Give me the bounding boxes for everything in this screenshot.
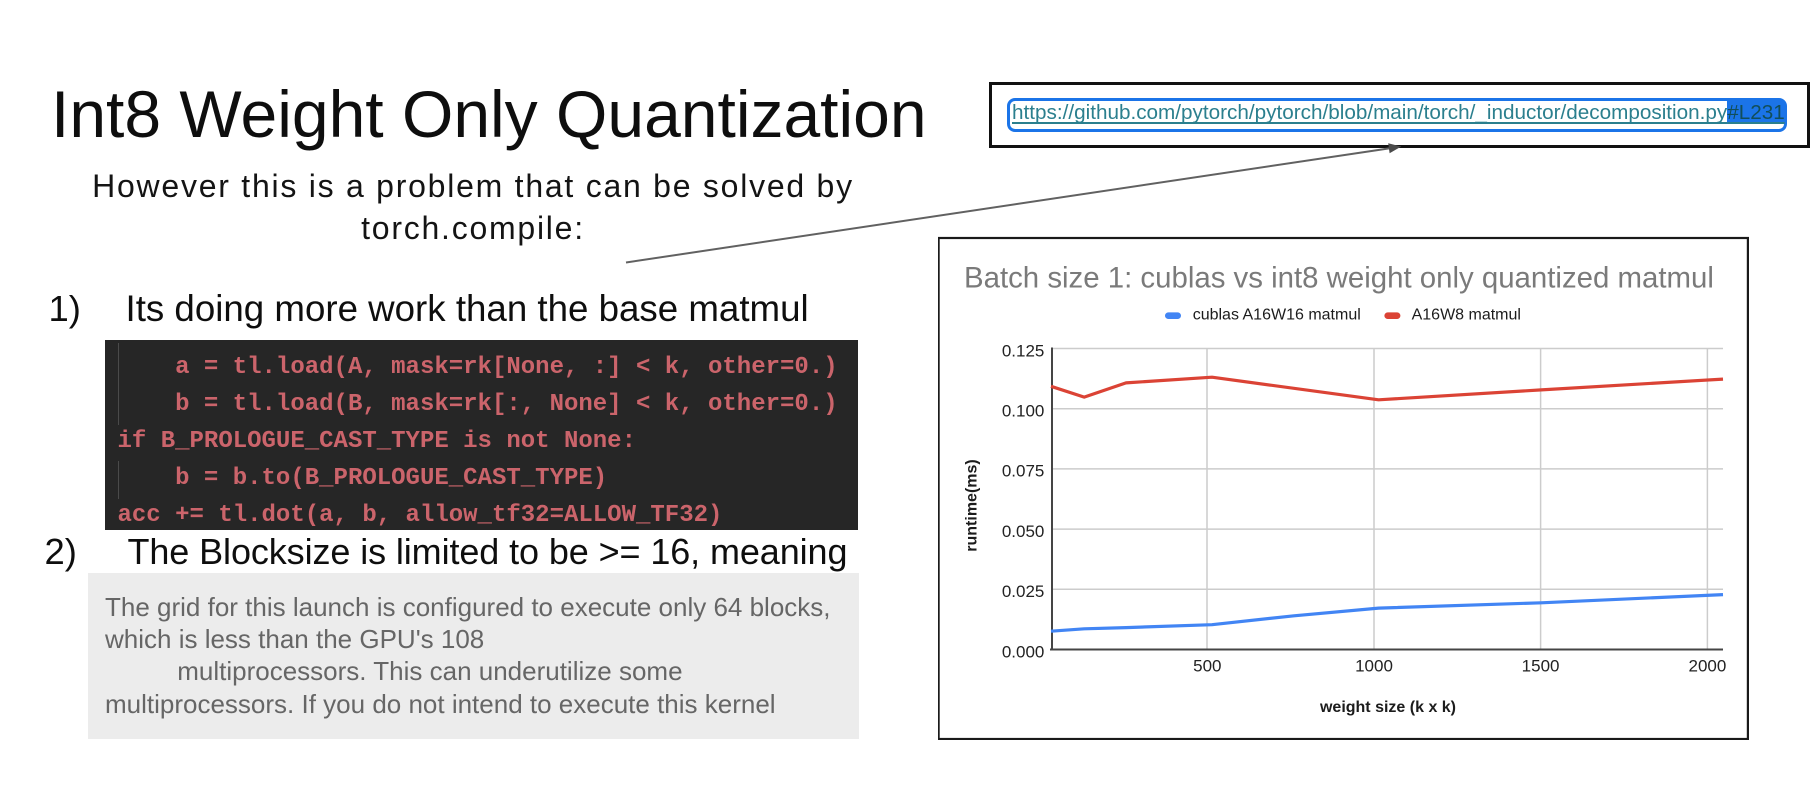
svg-text:0.125: 0.125 <box>1002 341 1045 360</box>
svg-text:0.025: 0.025 <box>1002 582 1045 601</box>
svg-text:1000: 1000 <box>1355 657 1393 676</box>
svg-text:0.075: 0.075 <box>1002 462 1045 481</box>
svg-text:cublas A16W16 matmul: cublas A16W16 matmul <box>1193 307 1361 324</box>
svg-text:1500: 1500 <box>1522 657 1560 676</box>
svg-text:0.050: 0.050 <box>1002 522 1045 541</box>
svg-text:500: 500 <box>1193 657 1221 676</box>
svg-text:A16W8 matmul: A16W8 matmul <box>1412 307 1521 324</box>
svg-text:Batch size 1: cublas vs int8 w: Batch size 1: cublas vs int8 weight only… <box>964 261 1714 294</box>
svg-text:weight size (k x k): weight size (k x k) <box>1319 699 1456 716</box>
svg-text:0.100: 0.100 <box>1002 402 1045 421</box>
svg-text:2000: 2000 <box>1688 657 1726 676</box>
svg-text:runtime(ms): runtime(ms) <box>964 459 981 551</box>
svg-text:0.000: 0.000 <box>1002 642 1045 661</box>
